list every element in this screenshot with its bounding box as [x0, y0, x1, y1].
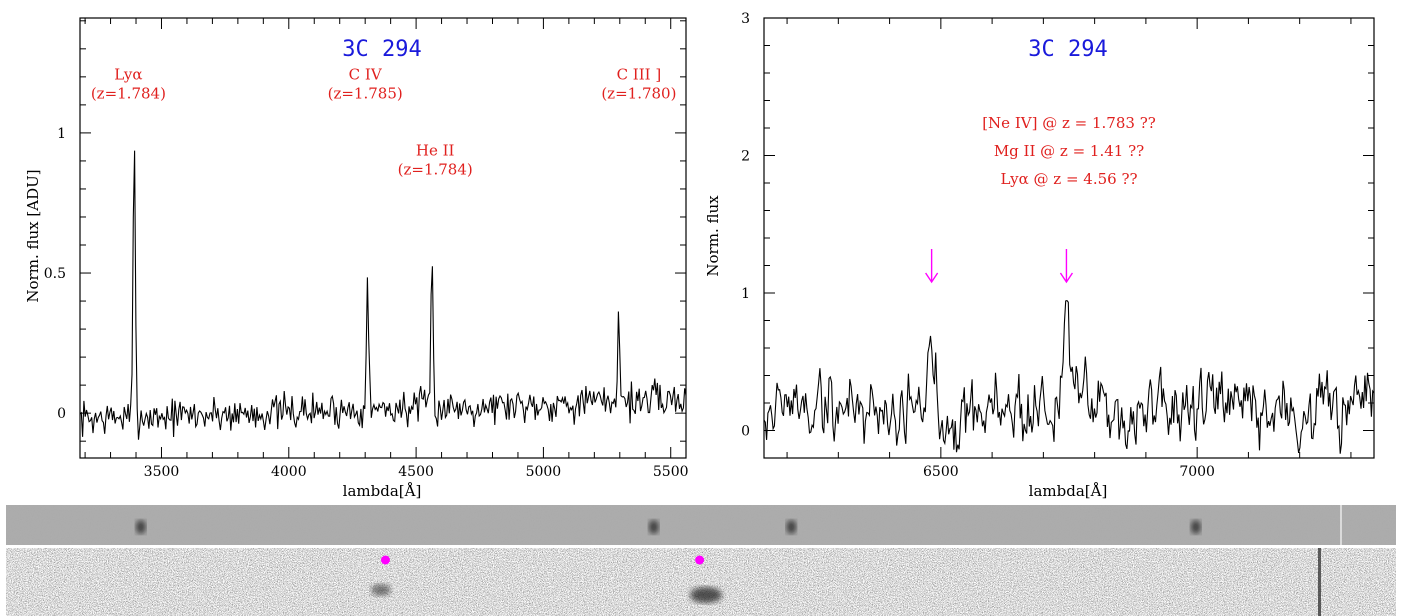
left-x-axis-label: lambda[Å]: [343, 482, 422, 500]
y-tick-label: 1: [57, 126, 66, 142]
lower-source-blob: [371, 584, 391, 596]
x-tick-label: 7000: [1179, 464, 1215, 480]
x-tick-label: 5500: [653, 464, 689, 480]
line-annotation: (z=1.785): [328, 85, 403, 103]
upper-source-blob: [648, 520, 659, 534]
x-tick-label: 3500: [144, 464, 180, 480]
right-tick-labels: 6500 7000 0 1 2 3: [741, 11, 1215, 480]
arrow-head: [1059, 272, 1074, 284]
left-chart-title: 3C 294: [342, 37, 421, 62]
y-tick-label: 0: [741, 424, 750, 440]
right-axis-ticks: [764, 17, 1374, 459]
x-tick-label: 5000: [526, 464, 562, 480]
left-y-axis-label: Norm. flux [ADU]: [24, 169, 42, 302]
right-spectrum-line: [763, 299, 1375, 454]
line-annotation: He II: [416, 141, 455, 159]
right-chart-title: 3C 294: [1028, 37, 1107, 62]
line-annotation: Mg II @ z = 1.41 ??: [994, 142, 1144, 160]
x-tick-label: 4000: [271, 464, 307, 480]
left-line-annotations: Lyα(z=1.784)C IV(z=1.785)He II(z=1.784)C…: [91, 66, 677, 179]
magenta-marker: [380, 555, 390, 565]
lower-source-blob: [690, 587, 722, 603]
y-tick-label: 0.5: [44, 266, 66, 282]
right-line-annotations: [Ne IV] @ z = 1.783 ?? Mg II @ z = 1.41 ?…: [982, 114, 1156, 188]
left-tick-labels: 3500 4000 4500 5000 5500 0 0.5 1: [44, 126, 689, 480]
x-tick-label: 4500: [398, 464, 434, 480]
upper-strip-sources: [135, 520, 1201, 534]
lower-strip-artifact: [1318, 548, 1321, 616]
right-arrow-markers: [925, 249, 1074, 284]
y-tick-label: 3: [741, 11, 750, 27]
line-annotation: (z=1.784): [91, 85, 166, 103]
upper-strip-grain: [6, 505, 1396, 545]
line-annotation: C IV: [349, 66, 383, 84]
x-tick-label: 6500: [923, 464, 959, 480]
figure: 3500 4000 4500 5000 5500 0 0.5 1 3C 294 lambda[…: [24, 11, 1375, 500]
line-annotation: Lyα: [114, 66, 142, 84]
y-tick-label: 1: [741, 286, 750, 302]
line-annotation: C III ]: [617, 66, 662, 84]
y-tick-label: 2: [741, 149, 750, 165]
line-annotation: Lyα @ z = 4.56 ??: [1000, 170, 1137, 188]
magenta-markers: [380, 555, 705, 565]
spectral-image-strips: [6, 505, 1396, 616]
right-y-axis-label: Norm. flux: [704, 195, 722, 277]
line-annotation: [Ne IV] @ z = 1.783 ??: [982, 114, 1156, 132]
upper-source-blob: [1190, 520, 1201, 534]
upper-source-blob: [135, 520, 146, 534]
right-spectrum-panel: 6500 7000 0 1 2 3 3C 294 lambda[Å] Norm. flux…: [704, 11, 1375, 500]
strip-separator: [6, 545, 1396, 548]
left-spectrum-line: [79, 150, 687, 440]
right-x-axis-label: lambda[Å]: [1029, 482, 1108, 500]
line-annotation: (z=1.784): [398, 160, 473, 178]
arrow-head: [925, 272, 939, 284]
left-spectrum-panel: 3500 4000 4500 5000 5500 0 0.5 1 3C 294 lambda[…: [24, 17, 689, 500]
line-annotation: (z=1.780): [601, 85, 676, 103]
magenta-marker: [695, 555, 705, 565]
upper-source-blob: [786, 520, 797, 534]
left-plot-frame: [79, 17, 687, 459]
upper-strip-artifact: [1340, 505, 1342, 545]
left-axis-ticks: [80, 18, 686, 458]
y-tick-label: 0: [57, 406, 66, 422]
